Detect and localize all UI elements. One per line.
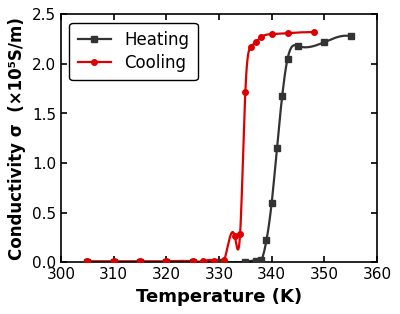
Cooling xyxy=(201,259,206,263)
Heating xyxy=(296,44,300,48)
Heating xyxy=(322,40,327,44)
Heating xyxy=(285,57,290,61)
X-axis label: Temperature (K): Temperature (K) xyxy=(136,288,302,306)
Cooling xyxy=(232,235,237,238)
Cooling xyxy=(285,31,290,35)
Cooling xyxy=(243,90,248,94)
Cooling xyxy=(254,40,258,44)
Cooling xyxy=(222,258,227,262)
Line: Heating: Heating xyxy=(84,33,354,265)
Heating xyxy=(138,260,142,264)
Heating xyxy=(254,259,258,263)
Y-axis label: Conductivity σ  (×10⁵S/m): Conductivity σ (×10⁵S/m) xyxy=(8,17,26,260)
Cooling xyxy=(248,45,253,49)
Heating xyxy=(280,94,285,98)
Heating xyxy=(164,260,169,264)
Heating xyxy=(243,260,248,264)
Heating xyxy=(264,239,269,242)
Heating xyxy=(111,260,116,264)
Heating xyxy=(274,146,279,150)
Heating xyxy=(85,260,90,264)
Cooling xyxy=(111,259,116,263)
Heating xyxy=(269,201,274,205)
Heating xyxy=(259,258,264,262)
Heating xyxy=(190,260,195,264)
Cooling xyxy=(312,30,316,34)
Cooling xyxy=(269,32,274,36)
Cooling xyxy=(211,259,216,263)
Cooling xyxy=(190,259,195,263)
Cooling xyxy=(138,259,142,263)
Cooling xyxy=(164,259,169,263)
Cooling xyxy=(238,233,242,236)
Cooling xyxy=(259,35,264,39)
Heating xyxy=(216,260,221,264)
Cooling xyxy=(85,259,90,263)
Heating xyxy=(348,34,353,38)
Line: Cooling: Cooling xyxy=(84,30,317,264)
Legend: Heating, Cooling: Heating, Cooling xyxy=(69,23,198,80)
